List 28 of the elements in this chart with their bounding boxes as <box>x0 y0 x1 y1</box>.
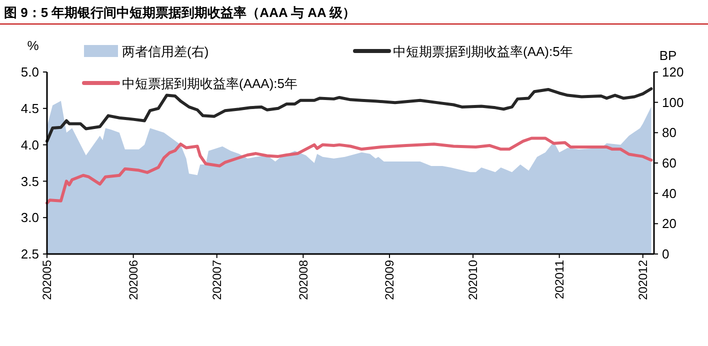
x-tick-label: 202006 <box>126 260 141 300</box>
legend-label: 两者信用差(右) <box>122 44 209 59</box>
x-tick-label: 202009 <box>382 260 397 300</box>
x-tick-label: 202005 <box>40 260 54 300</box>
y-tick-label: 4.0 <box>20 137 39 152</box>
y2-tick-label: 0 <box>662 246 670 262</box>
x-tick-label: 202008 <box>296 260 310 300</box>
legend-label: 中短期票据到期收益率(AA):5年 <box>393 44 573 59</box>
y-tick-label: 4.5 <box>20 100 39 116</box>
x-tick-label: 202011 <box>552 260 567 300</box>
legend-label: 中短票据到期收益率(AAA):5年 <box>122 76 298 91</box>
y2-tick-label: 80 <box>662 125 676 140</box>
y-tick-label: 2.5 <box>20 246 39 262</box>
y-axis-title: % <box>27 38 40 53</box>
y2-tick-label: 60 <box>662 156 676 171</box>
y2-tick-label: 40 <box>662 186 676 201</box>
chart-title: 图 9：5 年期银行间中短期票据到期收益率（AAA 与 AA 级） <box>4 5 356 20</box>
y-tick-label: 3.0 <box>20 210 39 226</box>
x-tick-label: 202010 <box>466 260 480 300</box>
y2-tick-label: 20 <box>662 216 676 232</box>
y-tick-label: 3.5 <box>20 174 39 189</box>
y2-axis-title: BP <box>659 48 677 63</box>
y2-tick-label: 100 <box>662 94 684 110</box>
y-tick-label: 5.0 <box>20 64 39 80</box>
x-tick-label: 202012 <box>636 260 650 300</box>
line-series <box>46 136 653 205</box>
x-tick-label: 202007 <box>210 260 224 300</box>
y2-tick-label: 120 <box>662 64 684 80</box>
